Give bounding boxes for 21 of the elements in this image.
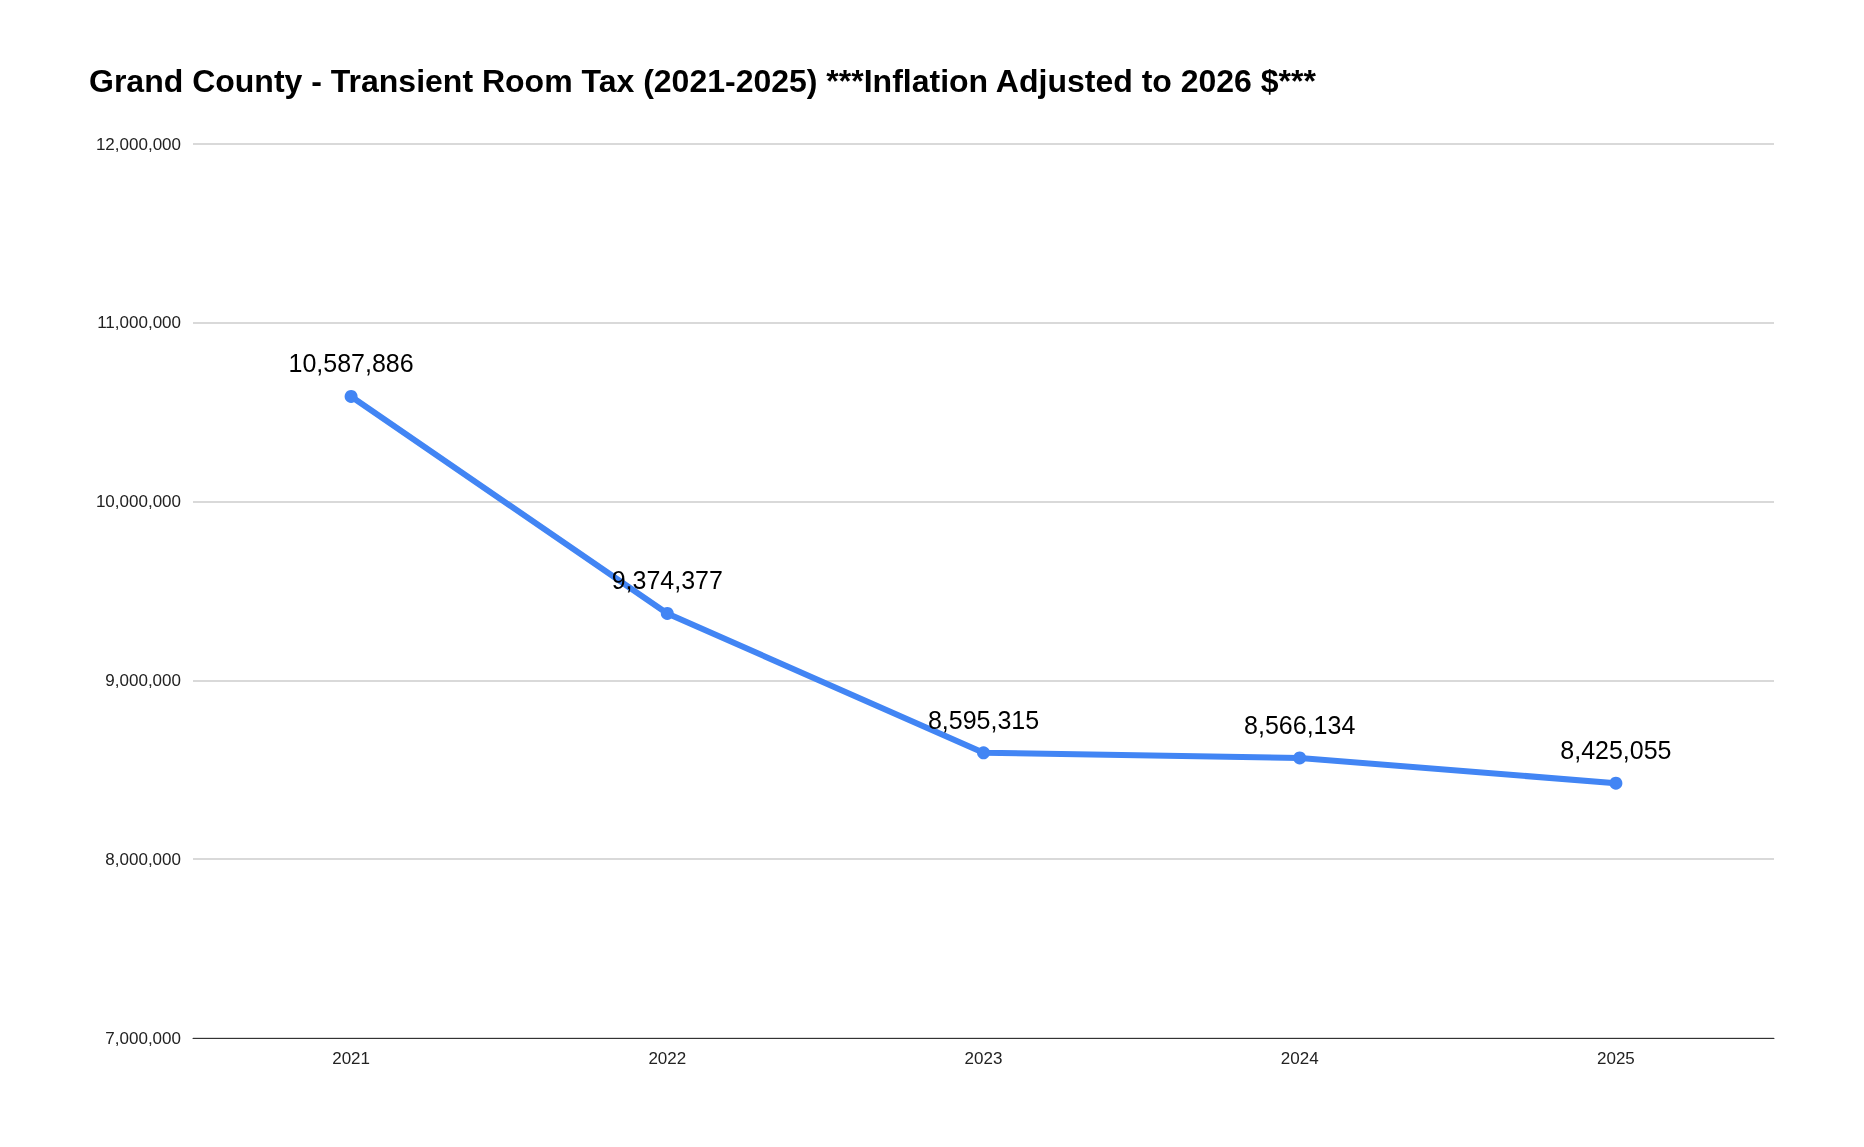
point xyxy=(977,746,990,760)
x-tick-label: 2022 xyxy=(648,1049,687,1068)
y-tick-label: 11,000,000 xyxy=(97,313,181,333)
data-label: 8,425,055 xyxy=(1560,736,1672,765)
y-tick-label: 10,000,000 xyxy=(95,492,181,512)
y-tick-label: 7,000,000 xyxy=(105,1028,181,1048)
point xyxy=(344,389,358,403)
y-tick-label: 9,000,000 xyxy=(105,670,181,690)
point xyxy=(660,606,674,620)
y-tick-label: 8,000,000 xyxy=(105,849,181,869)
data-label: 8,566,134 xyxy=(1244,710,1356,739)
data-label: 10,587,886 xyxy=(288,349,414,378)
x-tick-label: 2025 xyxy=(1596,1049,1635,1068)
x-tick-label: 2024 xyxy=(1280,1049,1319,1068)
chart-title: Grand County - Transient Room Tax (2021-2025) ***Inflation Adjusted to 2026 $*** xyxy=(89,63,1317,99)
y-tick-label: 12,000,000 xyxy=(95,134,181,154)
data-label: 8,595,315 xyxy=(927,705,1040,734)
x-tick-label: 2021 xyxy=(332,1049,371,1068)
x-tick-label: 2023 xyxy=(964,1049,1003,1068)
point xyxy=(1609,776,1623,790)
point xyxy=(1293,751,1307,765)
